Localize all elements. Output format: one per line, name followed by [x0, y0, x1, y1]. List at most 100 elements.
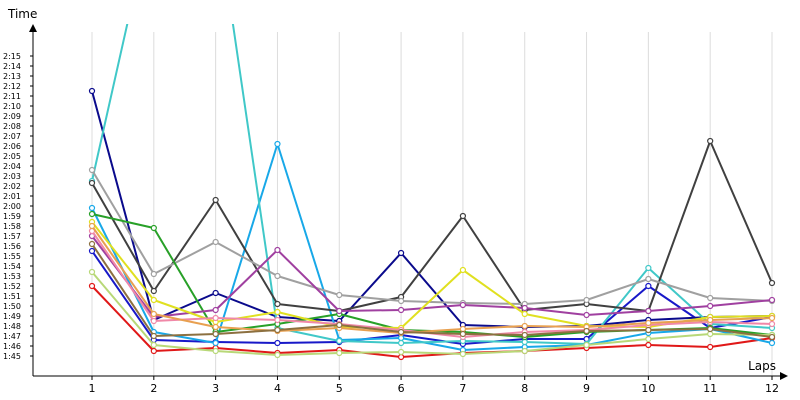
data-point	[212, 314, 219, 322]
data-point	[212, 306, 219, 314]
y-tick-label: 2:11	[3, 92, 21, 101]
series-line-7	[91, 169, 773, 305]
data-point	[274, 326, 281, 334]
data-point	[274, 316, 281, 324]
x-tick-label: 5	[336, 382, 343, 395]
series-line-9	[91, 235, 773, 318]
data-point	[768, 333, 776, 341]
y-tick-label: 1:54	[3, 262, 21, 271]
data-point	[274, 300, 281, 308]
data-point	[521, 310, 528, 318]
data-point	[212, 196, 219, 204]
data-point	[212, 238, 219, 246]
series-group	[88, 24, 776, 361]
data-point	[88, 210, 96, 218]
y-tick-label: 1:58	[3, 222, 21, 231]
y-tick-label: 1:49	[3, 312, 21, 321]
data-point	[88, 222, 96, 230]
data-point	[768, 320, 776, 328]
y-tick-label: 2:03	[3, 172, 21, 181]
y-tick-label: 2:04	[3, 162, 21, 171]
data-point	[583, 327, 590, 335]
x-tick-label: 6	[398, 382, 405, 395]
data-point	[707, 325, 714, 333]
data-point	[521, 331, 528, 339]
y-tick-label: 1:55	[3, 252, 21, 261]
y-tick-label: 1:56	[3, 242, 21, 251]
data-point	[768, 279, 776, 287]
data-point	[397, 249, 405, 257]
data-point	[583, 311, 590, 319]
series-line-1	[91, 285, 773, 358]
y-tick-label: 2:15	[3, 52, 21, 61]
x-tick-label: 8	[521, 382, 528, 395]
data-point	[88, 166, 96, 174]
y-ticks: 1:451:461:471:481:491:501:511:521:531:54…	[3, 52, 33, 361]
data-point	[150, 224, 157, 232]
data-point	[212, 289, 219, 297]
y-tick-label: 2:05	[3, 152, 21, 161]
y-tick-label: 2:06	[3, 142, 21, 151]
data-point	[150, 341, 157, 349]
data-point	[397, 353, 405, 361]
data-point	[88, 240, 96, 248]
x-axis-arrow-icon	[780, 372, 788, 380]
data-point	[150, 270, 157, 278]
data-point	[645, 264, 652, 272]
data-point	[274, 140, 281, 148]
data-point	[645, 335, 652, 343]
y-tick-label: 1:52	[3, 282, 21, 291]
data-point	[459, 266, 467, 274]
data-point	[459, 325, 467, 333]
series-line-13	[91, 225, 773, 334]
series-line-14	[91, 243, 773, 338]
data-point	[645, 275, 652, 283]
data-point	[88, 282, 96, 290]
y-tick-label: 1:59	[3, 212, 21, 221]
x-tick-label: 3	[212, 382, 219, 395]
data-point	[88, 87, 96, 95]
data-point	[707, 137, 714, 145]
data-point	[274, 246, 281, 254]
series-line-4	[91, 143, 773, 351]
data-point	[274, 272, 281, 280]
y-tick-label: 1:46	[3, 342, 21, 351]
data-point	[150, 317, 157, 325]
data-point	[459, 330, 467, 338]
y-tick-label: 1:57	[3, 232, 21, 241]
data-point	[397, 348, 405, 356]
data-point	[397, 339, 405, 347]
data-point	[645, 326, 652, 334]
x-tick-label: 7	[459, 382, 466, 395]
data-point	[707, 316, 714, 324]
data-point	[645, 319, 652, 327]
data-point	[768, 296, 776, 304]
data-point	[583, 296, 590, 304]
data-point	[212, 339, 219, 347]
data-point	[336, 321, 343, 329]
data-point	[88, 179, 96, 187]
series-line-5	[91, 24, 773, 345]
data-point	[707, 302, 714, 310]
data-point	[274, 339, 281, 347]
y-tick-label: 1:53	[3, 272, 21, 281]
y-tick-label: 2:14	[3, 62, 21, 71]
x-tick-label: 11	[703, 382, 717, 395]
data-point	[212, 323, 219, 331]
y-tick-label: 2:01	[3, 192, 21, 201]
y-axis-title: Time	[7, 7, 37, 21]
data-point	[336, 337, 343, 345]
y-tick-label: 2:12	[3, 82, 21, 91]
x-ticks: 1 2 3 4 5 6 7 8 9 10 11 12	[89, 376, 779, 395]
data-point	[521, 304, 528, 312]
axes: Time Laps	[7, 7, 788, 380]
x-tick-label: 10	[641, 382, 655, 395]
y-tick-label: 1:51	[3, 292, 21, 301]
y-tick-label: 2:00	[3, 202, 21, 211]
data-point	[459, 212, 467, 220]
data-point	[768, 339, 776, 347]
data-point	[212, 347, 219, 355]
data-point	[645, 282, 652, 290]
